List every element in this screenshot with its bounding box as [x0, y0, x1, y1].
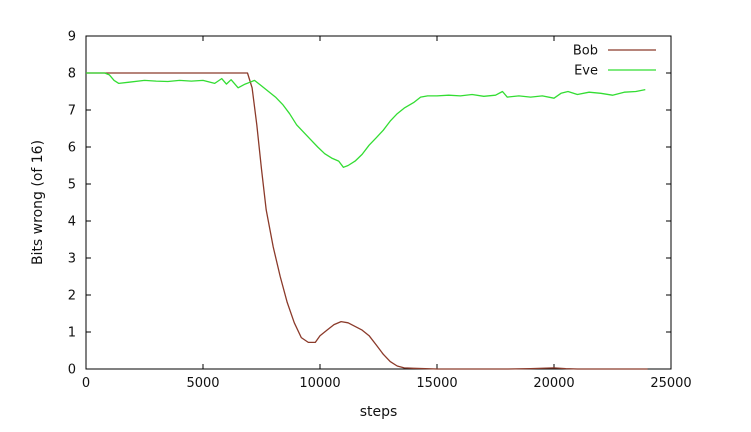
y-tick-label: 1 [68, 326, 76, 341]
y-tick-label: 8 [68, 67, 76, 82]
y-tick-label: 4 [68, 215, 76, 230]
x-tick-label: 20000 [533, 376, 574, 391]
legend-label-bob: Bob [573, 44, 598, 59]
x-tick-label: 15000 [416, 376, 457, 391]
y-tick-label: 7 [68, 104, 76, 119]
x-tick-label: 5000 [186, 376, 219, 391]
series-lines [86, 72, 648, 370]
legend: Bob Eve [573, 44, 656, 79]
axis-ticks [85, 35, 672, 370]
x-tick-label: 10000 [299, 376, 340, 391]
x-tick-label: 25000 [650, 376, 691, 391]
y-tick-labels: 0 1 2 3 4 5 6 7 8 9 [68, 30, 76, 378]
legend-label-eve: Eve [574, 64, 598, 79]
y-tick-label: 3 [68, 252, 76, 267]
y-tick-label: 9 [68, 30, 76, 45]
x-tick-label: 0 [82, 376, 90, 391]
y-tick-label: 5 [68, 178, 76, 193]
y-tick-label: 6 [68, 141, 76, 156]
series-line-bob [86, 72, 648, 370]
y-axis-label: Bits wrong (of 16) [30, 140, 46, 265]
x-axis-label: steps [360, 404, 398, 420]
plot-frame [85, 35, 672, 370]
x-tick-labels: 0 5000 10000 15000 20000 25000 [82, 376, 692, 391]
y-tick-label: 0 [68, 363, 76, 378]
series-line-eve [86, 72, 646, 168]
y-tick-label: 2 [68, 289, 76, 304]
